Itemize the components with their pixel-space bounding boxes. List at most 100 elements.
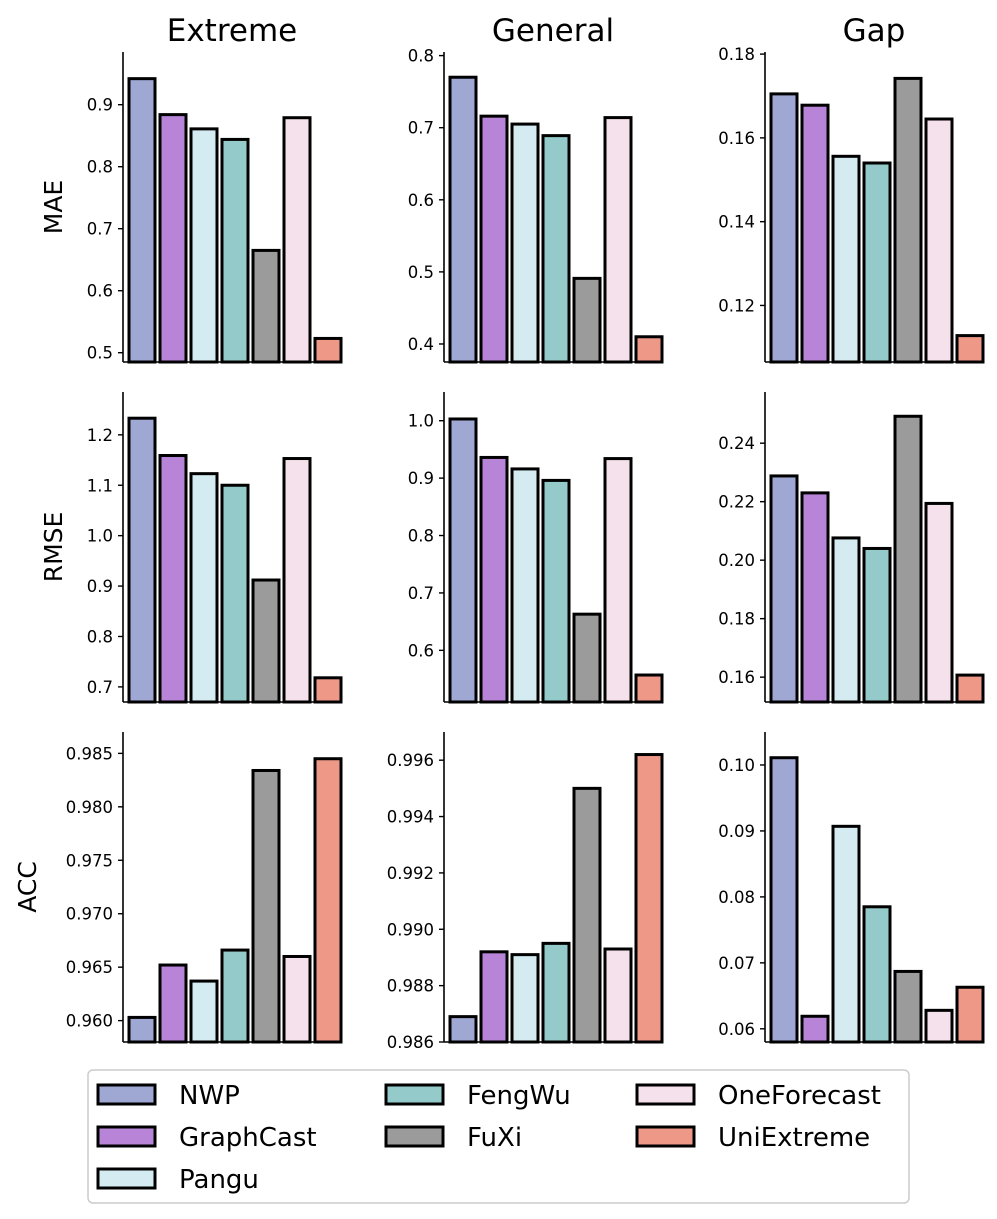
y-tick-label-acc-gap: 0.07: [718, 954, 755, 973]
bar-rmse-general-nwp: [448, 417, 478, 704]
y-tick-label-acc-gap: 0.06: [718, 1020, 755, 1039]
panel-mae-gap: 0.12 0.14 0.16 0.18: [718, 45, 985, 364]
y-tick-label-acc-gap: 0.08: [718, 888, 755, 907]
y-tick-label-rmse-general: 1.0: [408, 412, 434, 431]
panel-acc-general: 0.986 0.988 0.990 0.992 0.994 0.996: [387, 732, 664, 1052]
legend-swatch-uniextreme: [635, 1125, 696, 1148]
y-tick-label-mae-general: 0.8: [408, 47, 434, 66]
bar-mae-gap-uniextreme: [955, 334, 985, 364]
legend-item-graphcast: GraphCast: [96, 1123, 317, 1153]
bar-acc-gap-graphcast: [800, 1014, 830, 1044]
y-tick-label-mae-extreme: 0.5: [87, 344, 113, 363]
legend-label-fuxi: FuXi: [467, 1123, 522, 1153]
legend-swatch-nwp: [96, 1083, 157, 1106]
panel-mae-general: 0.4 0.5 0.6 0.7 0.8: [408, 47, 664, 364]
bar-rmse-general-oneforecast: [603, 457, 633, 704]
bar-mae-extreme-uniextreme: [313, 336, 343, 364]
bar-acc-extreme-fuxi: [251, 768, 281, 1044]
y-tick-label-rmse-extreme: 1.2: [87, 426, 113, 445]
bar-mae-general-pangu: [510, 122, 540, 364]
bar-acc-gap-fengwu: [862, 905, 892, 1044]
legend-swatch-oneforecast: [635, 1083, 696, 1106]
y-tick-label-mae-gap: 0.12: [718, 296, 755, 315]
y-tick-label-mae-general: 0.7: [408, 119, 434, 138]
y-tick-label-mae-gap: 0.14: [718, 213, 755, 232]
column-title-gap: Gap: [843, 13, 906, 49]
bar-acc-extreme-graphcast: [158, 963, 188, 1044]
y-tick-label-rmse-gap: 0.24: [718, 434, 755, 453]
y-tick-label-mae-gap: 0.18: [718, 45, 755, 64]
y-tick-label-acc-extreme: 0.985: [66, 744, 113, 763]
bar-mae-extreme-fuxi: [251, 248, 281, 364]
y-tick-label-acc-general: 0.986: [387, 1033, 434, 1052]
legend-swatch-fengwu: [384, 1083, 445, 1106]
legend-label-pangu: Pangu: [179, 1165, 259, 1195]
bar-rmse-extreme-fengwu: [220, 483, 250, 704]
bar-rmse-extreme-pangu: [189, 472, 219, 704]
y-tick-label-mae-gap: 0.16: [718, 129, 755, 148]
legend-swatch-graphcast: [96, 1125, 157, 1148]
legend-item-oneforecast: OneForecast: [635, 1081, 881, 1111]
y-tick-label-acc-general: 0.996: [387, 751, 434, 770]
legend: NWP GraphCast Pangu FengWu FuXi OneForecast Un…: [87, 1069, 910, 1204]
bar-acc-extreme-pangu: [189, 979, 219, 1044]
bar-acc-extreme-uniextreme: [313, 757, 343, 1044]
y-tick-label-acc-general: 0.992: [387, 864, 434, 883]
y-tick-label-acc-extreme: 0.965: [66, 958, 113, 977]
bar-rmse-general-graphcast: [479, 455, 509, 704]
y-tick-label-acc-gap: 0.10: [718, 756, 755, 775]
bar-acc-gap-oneforecast: [924, 1008, 954, 1044]
bar-rmse-general-pangu: [510, 467, 540, 704]
legend-label-oneforecast: OneForecast: [718, 1081, 881, 1111]
panel-acc-extreme: 0.960 0.965 0.970 0.975 0.980 0.985: [66, 732, 343, 1044]
bar-rmse-gap-fuxi: [893, 414, 923, 704]
bar-acc-gap-nwp: [769, 756, 799, 1044]
bar-rmse-gap-fengwu: [862, 546, 892, 704]
bar-rmse-gap-nwp: [769, 474, 799, 704]
legend-swatch-fuxi: [384, 1125, 445, 1148]
y-tick-label-rmse-gap: 0.22: [718, 493, 755, 512]
y-tick-label-mae-extreme: 0.7: [87, 220, 113, 239]
y-tick-label-acc-extreme: 0.970: [66, 905, 113, 924]
bar-acc-general-fengwu: [541, 941, 571, 1044]
y-tick-label-rmse-extreme: 0.9: [87, 577, 113, 596]
column-titles: Extreme General Gap: [167, 13, 906, 49]
legend-label-uniextreme: UniExtreme: [718, 1123, 870, 1153]
bar-mae-general-fuxi: [572, 276, 602, 364]
y-tick-label-mae-extreme: 0.9: [87, 96, 113, 115]
bar-mae-gap-pangu: [831, 154, 861, 364]
y-tick-label-mae-general: 0.5: [408, 263, 434, 282]
bar-mae-gap-fuxi: [893, 76, 923, 364]
y-tick-label-acc-general: 0.988: [387, 977, 434, 996]
legend-item-pangu: Pangu: [96, 1165, 259, 1195]
legend-label-graphcast: GraphCast: [179, 1123, 317, 1153]
bar-mae-general-oneforecast: [603, 116, 633, 364]
y-tick-label-rmse-general: 0.8: [408, 527, 434, 546]
bar-mae-general-graphcast: [479, 114, 509, 364]
y-tick-label-acc-general: 0.990: [387, 920, 434, 939]
bar-rmse-extreme-fuxi: [251, 578, 281, 704]
bar-mae-general-fengwu: [541, 134, 571, 364]
bar-acc-gap-pangu: [831, 824, 861, 1044]
bar-rmse-extreme-uniextreme: [313, 676, 343, 704]
y-tick-label-mae-extreme: 0.8: [87, 158, 113, 177]
legend-frame: [87, 1069, 910, 1204]
y-tick-label-rmse-gap: 0.20: [718, 551, 755, 570]
y-tick-label-acc-extreme: 0.960: [66, 1012, 113, 1031]
bar-rmse-gap-uniextreme: [955, 673, 985, 704]
bar-acc-gap-uniextreme: [955, 985, 985, 1044]
bar-mae-extreme-nwp: [127, 77, 157, 364]
bar-rmse-gap-pangu: [831, 536, 861, 704]
row-label-mae: MAE: [39, 180, 68, 234]
y-tick-label-rmse-extreme: 1.1: [87, 476, 113, 495]
bar-acc-general-fuxi: [572, 786, 602, 1044]
y-tick-label-rmse-general: 0.9: [408, 469, 434, 488]
bar-rmse-gap-oneforecast: [924, 501, 954, 704]
legend-item-fuxi: FuXi: [384, 1123, 522, 1153]
bar-mae-gap-fengwu: [862, 161, 892, 364]
y-tick-label-rmse-gap: 0.18: [718, 610, 755, 629]
y-tick-label-acc-extreme: 0.975: [66, 851, 113, 870]
bar-acc-general-oneforecast: [603, 947, 633, 1044]
y-tick-label-mae-general: 0.4: [408, 335, 434, 354]
